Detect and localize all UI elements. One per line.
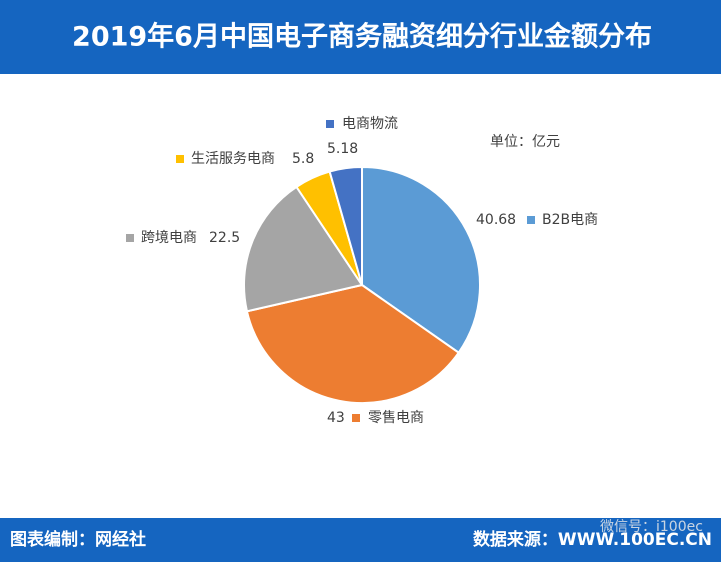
legend-marker [326,120,334,128]
chart-title: 2019年6月中国电子商务融资细分行业金额分布 [72,21,652,53]
pie-slice [243,185,364,313]
unit-label: 单位：亿元 [490,134,560,150]
pie [243,165,481,404]
pie-slice [361,165,481,355]
value-label: 43 [327,410,345,426]
value-label: 22.5 [209,230,240,246]
pie-slice [245,283,461,404]
value-label: 5.8 [292,151,314,167]
slice-name: 生活服务电商 [191,151,275,167]
header-band [0,0,721,74]
footer-left: 图表编制：网经社 [10,529,146,550]
slice-name: 跨境电商 [141,230,197,246]
watermark: 微信号：i100ec [600,519,703,535]
value-label: 5.18 [327,141,358,157]
value-label: 40.68 [476,212,516,228]
pie-slice [328,165,363,286]
slice-name: B2B电商 [542,212,598,228]
slice-name: 电商物流 [342,116,398,132]
legend-marker [527,216,535,224]
footer-band [0,518,721,562]
legend-marker [126,234,134,242]
legend-marker [352,414,360,422]
slice-name: 零售电商 [368,410,424,426]
legend-marker [176,155,184,163]
footer-right: 数据来源：WWW.100EC.CN [473,529,712,550]
